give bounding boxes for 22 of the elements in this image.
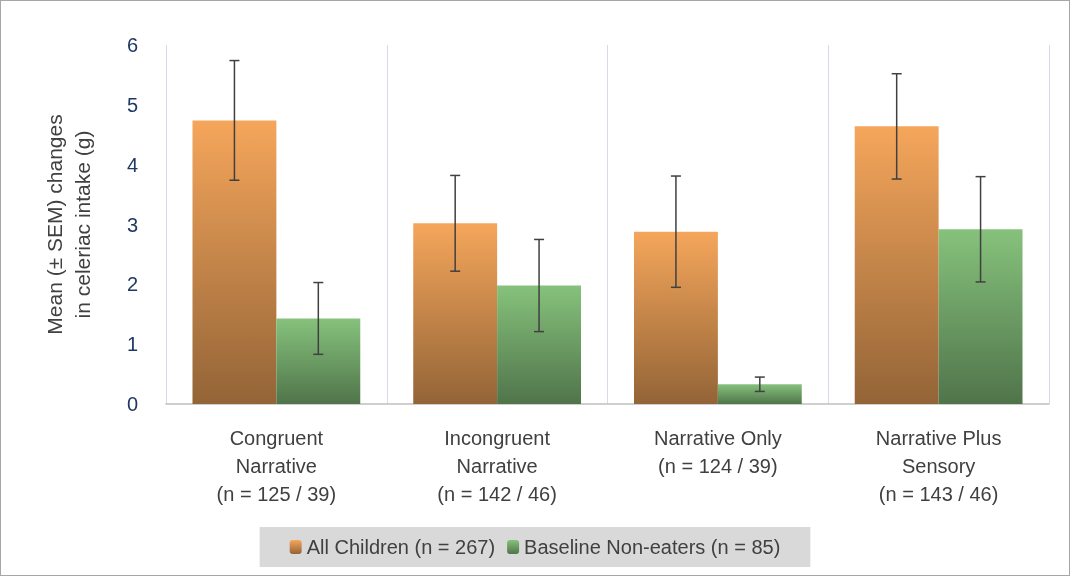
- x-tick-label: Congruent Narrative (n = 125 / 39): [216, 427, 337, 505]
- y-tick-label: 0: [126, 393, 138, 415]
- bar: [276, 318, 361, 404]
- legend-label: All Children (n = 267): [306, 536, 496, 558]
- bar: [497, 285, 582, 404]
- x-tick-label: Narrative Only (n = 124 / 39): [653, 427, 782, 477]
- y-tick-label: 5: [126, 93, 138, 116]
- y-axis-title: Mean (± SEM) changes in celeriac intake (g): [42, 114, 94, 335]
- x-tick-label: Incongruent Narrative (n = 142 / 46): [437, 427, 557, 505]
- y-tick-label: 6: [126, 34, 138, 56]
- bar: [413, 223, 498, 404]
- legend-label: Baseline Non-eaters (n = 85): [524, 536, 781, 558]
- y-tick-label: 3: [126, 213, 138, 236]
- bar: [938, 229, 1023, 404]
- bar: [633, 231, 718, 404]
- y-tick-label: 1: [126, 333, 138, 356]
- x-tick-label: Narrative Plus Sensory (n = 143 / 46): [875, 427, 1002, 505]
- y-tick-label: 2: [126, 273, 138, 296]
- y-tick-label: 4: [126, 153, 138, 176]
- bar: [192, 120, 277, 404]
- bar: [854, 126, 939, 404]
- bar: [717, 384, 802, 404]
